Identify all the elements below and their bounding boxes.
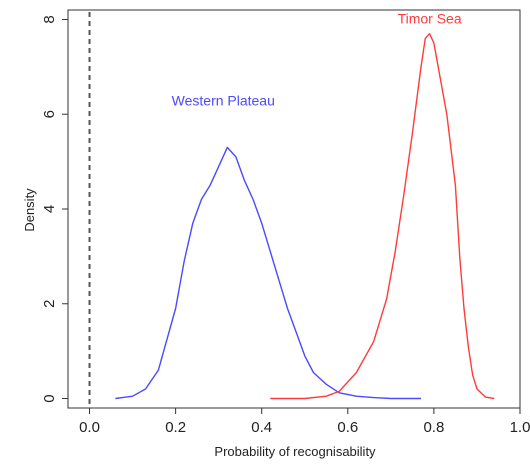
y-tick-label: 2 <box>41 300 58 308</box>
y-tick-label: 4 <box>41 205 58 213</box>
x-tick-label: 0.8 <box>423 419 444 436</box>
x-tick-label: 0.2 <box>165 419 186 436</box>
x-tick-label: 0.6 <box>337 419 358 436</box>
y-axis-title: Density <box>22 188 37 232</box>
y-axis: 0 2 4 6 8 <box>41 15 68 403</box>
series-line-western-plateau <box>115 146 421 400</box>
x-axis: 0.0 0.2 0.4 0.6 0.8 1.0 <box>79 408 530 436</box>
series-label-timor-sea: Timor Sea <box>398 11 462 27</box>
plot-frame <box>67 9 521 409</box>
y-tick-label: 6 <box>41 110 58 118</box>
series-line-timor-sea <box>270 33 495 400</box>
x-tick-label: 0.4 <box>251 419 272 436</box>
x-axis-title: Probability of recognisability <box>214 444 376 459</box>
y-tick-label: 0 <box>41 394 58 402</box>
y-tick-label: 8 <box>41 15 58 23</box>
x-tick-label: 0.0 <box>79 419 100 436</box>
x-tick-label: 1.0 <box>510 419 530 436</box>
series-lines <box>115 33 495 400</box>
series-labels: Western Plateau Timor Sea <box>172 11 462 109</box>
series-label-western-plateau: Western Plateau <box>172 92 275 108</box>
